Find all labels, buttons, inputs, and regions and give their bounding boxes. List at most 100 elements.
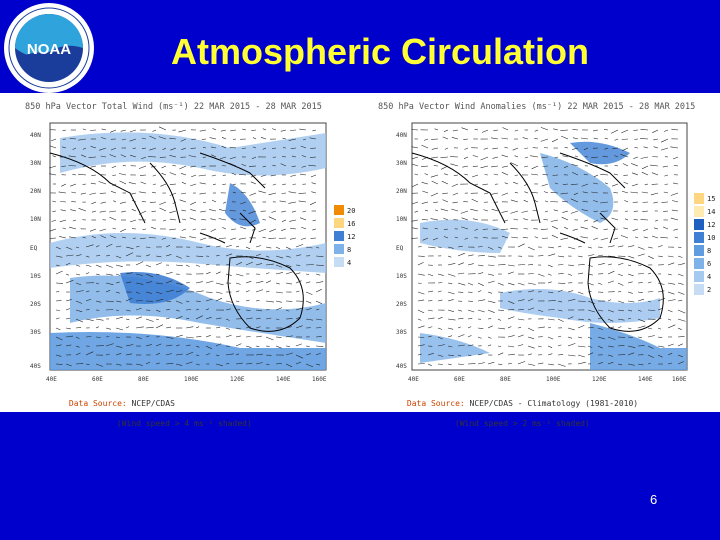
wind-arrow (211, 199, 217, 203)
wind-arrow (195, 308, 199, 311)
wind-arrow (170, 147, 177, 151)
wind-arrow (185, 326, 194, 329)
wind-arrow (522, 137, 529, 140)
wind-arrow (533, 199, 539, 203)
wind-arrow (99, 228, 107, 232)
wind-arrow (140, 181, 147, 185)
wind-arrow (477, 362, 485, 365)
wind-arrow (610, 129, 619, 134)
wind-arrow (557, 282, 566, 284)
wind-arrow (557, 318, 564, 322)
wind-arrow (51, 219, 57, 222)
right-lon-labels: 40E 60E 80E 100E 120E 140E 160E (408, 376, 687, 383)
wind-arrow (547, 353, 553, 356)
wind-arrow (125, 297, 133, 302)
wind-arrow (95, 245, 100, 248)
wind-arrow (604, 182, 609, 185)
wind-arrow (245, 290, 250, 293)
wind-arrow (135, 291, 140, 294)
wind-arrow (660, 138, 669, 143)
wind-arrow (653, 201, 659, 204)
wind-arrow (507, 335, 515, 338)
wind-arrow (220, 129, 227, 132)
wind-arrow (190, 209, 197, 212)
wind-arrow (651, 235, 659, 239)
wind-arrow (600, 201, 609, 204)
wind-arrow (182, 218, 187, 221)
wind-arrow (315, 336, 322, 338)
wind-arrow (444, 173, 449, 176)
wind-arrow (121, 138, 127, 141)
wind-arrow (231, 172, 237, 176)
wind-arrow (637, 264, 642, 266)
wind-arrow (210, 146, 217, 149)
wind-arrow (65, 335, 74, 338)
wind-arrow (85, 272, 90, 275)
wind-arrow (587, 291, 592, 293)
wind-arrow (165, 300, 172, 302)
wind-arrow (305, 273, 310, 275)
wind-arrow (282, 183, 287, 185)
wind-arrow (623, 174, 629, 176)
wind-arrow (417, 344, 425, 347)
wind-arrow (315, 345, 324, 347)
wind-arrow (612, 228, 619, 230)
wind-arrow (437, 344, 446, 347)
wind-arrow (295, 254, 302, 257)
wind-arrow (501, 154, 509, 158)
wind-arrow (188, 155, 197, 158)
wind-arrow (677, 361, 684, 365)
wind-arrow (245, 336, 251, 338)
wind-arrow (282, 137, 287, 140)
wind-arrow (487, 255, 496, 258)
wind-arrow (621, 138, 629, 140)
wind-arrow (417, 262, 424, 266)
wind-arrow (647, 255, 654, 259)
wind-arrow (591, 156, 599, 159)
wind-arrow (457, 317, 464, 320)
wind-arrow (411, 201, 419, 205)
wind-arrow (145, 281, 153, 284)
wind-arrow (597, 317, 603, 320)
wind-arrow (225, 273, 232, 276)
wind-arrow (543, 219, 549, 221)
wind-arrow (175, 344, 180, 347)
wind-arrow (235, 353, 240, 356)
wind-arrow (437, 327, 443, 330)
wind-arrow (185, 351, 194, 356)
wind-arrow (75, 336, 80, 339)
wind-arrow (550, 192, 559, 194)
wind-arrow (179, 236, 187, 239)
wind-arrow (202, 201, 207, 204)
wind-arrow (464, 147, 469, 150)
wind-arrow (165, 280, 173, 284)
wind-arrow (272, 183, 277, 186)
wind-arrow (572, 129, 579, 131)
wind-arrow (673, 228, 679, 231)
wind-arrow (205, 271, 211, 275)
colorbar-swatch (334, 205, 344, 215)
wind-arrow (125, 252, 134, 257)
wind-arrow (562, 155, 569, 158)
wind-arrow (210, 228, 217, 232)
wind-arrow (78, 173, 87, 176)
wind-arrow (477, 246, 483, 248)
wind-arrow (667, 255, 674, 258)
wind-arrow (427, 309, 433, 312)
wind-arrow (141, 137, 147, 140)
wind-arrow (440, 165, 449, 170)
wind-arrow (587, 309, 595, 313)
wind-arrow (169, 183, 177, 185)
wind-arrow (650, 192, 659, 196)
wind-arrow (492, 228, 499, 230)
wind-arrow (672, 182, 679, 185)
wind-arrow (604, 147, 609, 150)
wind-arrow (255, 335, 262, 338)
wind-arrow (581, 183, 589, 187)
wind-arrow (603, 228, 609, 230)
wind-arrow (175, 309, 180, 312)
wind-arrow (632, 201, 639, 203)
wind-arrow (161, 172, 167, 176)
wind-arrow (607, 263, 612, 266)
wind-arrow (275, 318, 280, 320)
